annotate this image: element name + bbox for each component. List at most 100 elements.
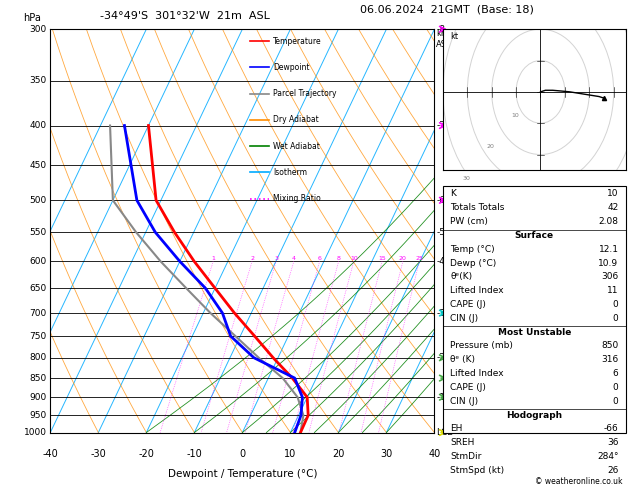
Text: Temp (°C): Temp (°C) bbox=[450, 245, 495, 254]
Text: -6: -6 bbox=[437, 196, 445, 205]
Text: 800: 800 bbox=[29, 353, 47, 362]
Text: StmSpd (kt): StmSpd (kt) bbox=[450, 466, 504, 475]
Text: 550: 550 bbox=[29, 228, 47, 237]
Text: hPa: hPa bbox=[23, 13, 42, 23]
Text: 2.08: 2.08 bbox=[599, 217, 618, 226]
Text: 950: 950 bbox=[29, 411, 47, 420]
Text: 26: 26 bbox=[607, 466, 618, 475]
Text: -4: -4 bbox=[437, 257, 445, 266]
Text: 850: 850 bbox=[29, 374, 47, 382]
Text: Temperature: Temperature bbox=[273, 37, 321, 46]
Text: -40: -40 bbox=[42, 449, 58, 459]
Text: 900: 900 bbox=[29, 393, 47, 402]
Text: -8: -8 bbox=[437, 25, 445, 34]
Text: 0: 0 bbox=[613, 300, 618, 309]
FancyBboxPatch shape bbox=[443, 186, 626, 433]
Text: 450: 450 bbox=[30, 160, 47, 170]
Text: © weatheronline.co.uk: © weatheronline.co.uk bbox=[535, 477, 623, 486]
Text: Dewpoint / Temperature (°C): Dewpoint / Temperature (°C) bbox=[167, 469, 317, 479]
Text: -5: -5 bbox=[437, 228, 445, 237]
Text: 10: 10 bbox=[607, 190, 618, 198]
Text: Lifted Index: Lifted Index bbox=[450, 369, 504, 378]
Text: 20: 20 bbox=[487, 144, 495, 149]
Text: 0: 0 bbox=[613, 383, 618, 392]
Text: 650: 650 bbox=[29, 284, 47, 293]
Text: 6: 6 bbox=[613, 369, 618, 378]
Text: 40: 40 bbox=[428, 449, 440, 459]
Text: PW (cm): PW (cm) bbox=[450, 217, 488, 226]
Text: kt: kt bbox=[450, 32, 459, 41]
Text: CAPE (J): CAPE (J) bbox=[450, 300, 486, 309]
Text: 4: 4 bbox=[292, 257, 296, 261]
Text: 1: 1 bbox=[211, 257, 215, 261]
Text: Dewpoint: Dewpoint bbox=[273, 63, 309, 72]
Text: Wet Adiabat: Wet Adiabat bbox=[273, 141, 320, 151]
Text: 0: 0 bbox=[239, 449, 245, 459]
Text: 400: 400 bbox=[30, 121, 47, 130]
Text: 10.9: 10.9 bbox=[598, 259, 618, 267]
Text: Surface: Surface bbox=[515, 231, 554, 240]
Text: -34°49'S  301°32'W  21m  ASL: -34°49'S 301°32'W 21m ASL bbox=[100, 11, 270, 21]
Text: 600: 600 bbox=[29, 257, 47, 266]
Text: 30: 30 bbox=[381, 449, 392, 459]
Text: km
ASL: km ASL bbox=[437, 29, 452, 49]
Text: CIN (J): CIN (J) bbox=[450, 397, 479, 406]
Text: 10: 10 bbox=[511, 113, 519, 118]
Text: 350: 350 bbox=[29, 76, 47, 86]
Text: θᵉ(K): θᵉ(K) bbox=[450, 272, 472, 281]
Text: 10: 10 bbox=[284, 449, 296, 459]
Text: Pressure (mb): Pressure (mb) bbox=[450, 342, 513, 350]
Text: LCL: LCL bbox=[437, 428, 453, 437]
Text: EH: EH bbox=[450, 424, 463, 434]
Text: Most Unstable: Most Unstable bbox=[498, 328, 571, 337]
Text: 11: 11 bbox=[607, 286, 618, 295]
Text: 06.06.2024  21GMT  (Base: 18): 06.06.2024 21GMT (Base: 18) bbox=[360, 4, 533, 15]
Text: 0: 0 bbox=[613, 397, 618, 406]
Text: StmDir: StmDir bbox=[450, 452, 482, 461]
Text: CIN (J): CIN (J) bbox=[450, 314, 479, 323]
Text: Isotherm: Isotherm bbox=[273, 168, 307, 177]
Text: CAPE (J): CAPE (J) bbox=[450, 383, 486, 392]
Text: Mixing Ratio: Mixing Ratio bbox=[273, 194, 321, 203]
Text: Parcel Trajectory: Parcel Trajectory bbox=[273, 89, 337, 98]
Text: 316: 316 bbox=[601, 355, 618, 364]
Text: 12.1: 12.1 bbox=[599, 245, 618, 254]
Text: 20: 20 bbox=[332, 449, 345, 459]
Text: 2: 2 bbox=[250, 257, 254, 261]
Text: 20: 20 bbox=[399, 257, 407, 261]
Text: 15: 15 bbox=[378, 257, 386, 261]
Text: 850: 850 bbox=[601, 342, 618, 350]
Text: Totals Totals: Totals Totals bbox=[450, 203, 504, 212]
Text: -20: -20 bbox=[138, 449, 154, 459]
Text: -2: -2 bbox=[437, 353, 445, 362]
Text: K: K bbox=[450, 190, 456, 198]
Text: θᵉ (K): θᵉ (K) bbox=[450, 355, 476, 364]
Text: -1: -1 bbox=[437, 393, 445, 402]
Text: 284°: 284° bbox=[597, 452, 618, 461]
Text: -66: -66 bbox=[604, 424, 618, 434]
Text: 42: 42 bbox=[607, 203, 618, 212]
Text: 500: 500 bbox=[29, 196, 47, 205]
Text: 0: 0 bbox=[613, 314, 618, 323]
Text: SREH: SREH bbox=[450, 438, 475, 447]
Text: 25: 25 bbox=[415, 257, 423, 261]
Text: Hodograph: Hodograph bbox=[506, 411, 562, 419]
Text: 750: 750 bbox=[29, 331, 47, 341]
Text: 30: 30 bbox=[462, 175, 470, 181]
Text: 300: 300 bbox=[29, 25, 47, 34]
Text: Mixing Ratio (g/kg): Mixing Ratio (g/kg) bbox=[464, 191, 474, 271]
Text: Dewp (°C): Dewp (°C) bbox=[450, 259, 496, 267]
Text: Dry Adiabat: Dry Adiabat bbox=[273, 115, 319, 124]
Text: 6: 6 bbox=[318, 257, 321, 261]
Text: -30: -30 bbox=[91, 449, 106, 459]
Text: Lifted Index: Lifted Index bbox=[450, 286, 504, 295]
Text: 36: 36 bbox=[607, 438, 618, 447]
Text: 306: 306 bbox=[601, 272, 618, 281]
Text: -10: -10 bbox=[186, 449, 203, 459]
Text: 10: 10 bbox=[350, 257, 358, 261]
Text: -3: -3 bbox=[437, 309, 445, 317]
Text: 8: 8 bbox=[337, 257, 340, 261]
Text: 3: 3 bbox=[274, 257, 278, 261]
Text: -7: -7 bbox=[437, 121, 445, 130]
Text: 700: 700 bbox=[29, 309, 47, 317]
